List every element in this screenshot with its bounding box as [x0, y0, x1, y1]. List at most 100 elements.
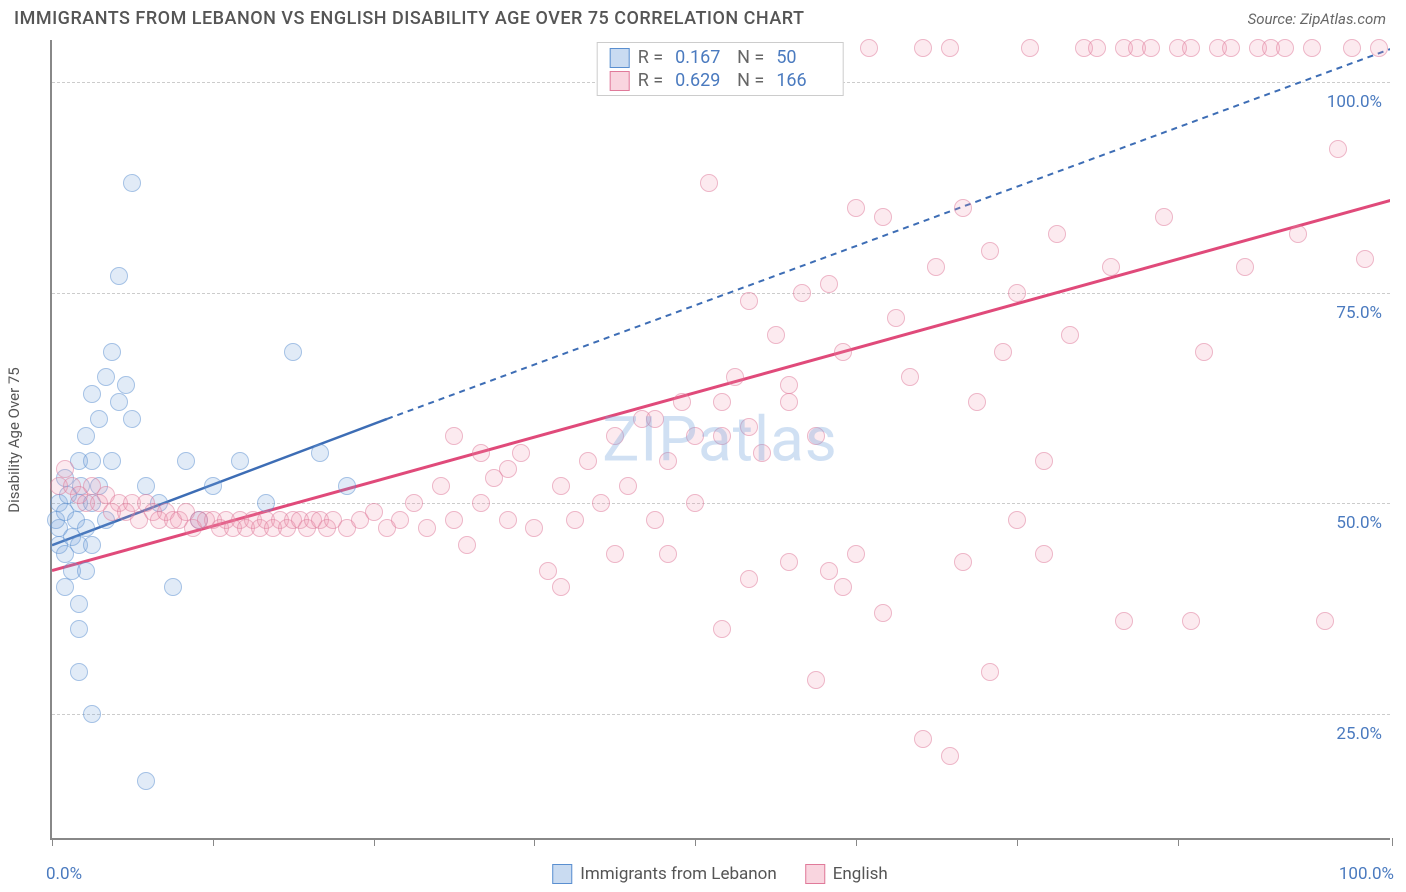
data-point-english [646, 410, 664, 428]
data-point-english [619, 477, 637, 495]
data-point-lebanon [77, 519, 95, 537]
data-point-english [606, 545, 624, 563]
data-point-english [592, 494, 610, 512]
data-point-english [780, 553, 798, 571]
data-point-english [432, 477, 450, 495]
data-point-english [954, 199, 972, 217]
data-point-english [1048, 225, 1066, 243]
data-point-english [700, 174, 718, 192]
legend-row-series-0: R = 0.167 N = 50 [610, 47, 831, 68]
data-point-english [1316, 612, 1334, 630]
correlation-legend: R = 0.167 N = 50 R = 0.629 N = 166 [597, 42, 844, 96]
data-point-english [780, 376, 798, 394]
data-point-english [820, 562, 838, 580]
legend-swatch-blue [610, 48, 630, 68]
data-point-lebanon [117, 376, 135, 394]
data-point-english [566, 511, 584, 529]
data-point-english [1035, 452, 1053, 470]
data-point-english [1035, 545, 1053, 563]
data-point-english [1008, 284, 1026, 302]
data-point-english [646, 511, 664, 529]
data-point-english [552, 477, 570, 495]
data-point-lebanon [77, 427, 95, 445]
data-point-english [1088, 39, 1106, 57]
data-point-lebanon [77, 562, 95, 580]
data-point-lebanon [257, 494, 275, 512]
data-point-english [713, 427, 731, 445]
data-point-english [807, 427, 825, 445]
data-point-lebanon [103, 452, 121, 470]
data-point-english [820, 275, 838, 293]
data-point-english [1102, 258, 1120, 276]
data-point-english [1303, 39, 1321, 57]
data-point-lebanon [103, 343, 121, 361]
data-point-english [834, 343, 852, 361]
data-point-english [740, 570, 758, 588]
data-point-english [1021, 39, 1039, 57]
x-tick [1178, 838, 1179, 846]
data-point-lebanon [70, 620, 88, 638]
x-axis-max-label: 100.0% [1339, 864, 1394, 884]
data-point-english [1276, 39, 1294, 57]
data-point-lebanon [83, 452, 101, 470]
data-point-english [874, 604, 892, 622]
data-point-lebanon [56, 578, 74, 596]
data-point-english [807, 671, 825, 689]
data-point-english [1155, 208, 1173, 226]
data-point-english [445, 511, 463, 529]
data-point-lebanon [284, 343, 302, 361]
data-point-english [499, 511, 517, 529]
gridline [52, 293, 1390, 294]
data-point-english [713, 620, 731, 638]
data-point-english [981, 242, 999, 260]
legend-swatch-blue [552, 864, 572, 884]
data-point-english [673, 393, 691, 411]
data-point-lebanon [110, 267, 128, 285]
data-point-lebanon [164, 578, 182, 596]
x-tick [695, 838, 696, 846]
data-point-english [1329, 140, 1347, 158]
legend-row-series-1: R = 0.629 N = 166 [610, 70, 831, 91]
gridline [52, 503, 1390, 504]
x-tick [213, 838, 214, 846]
data-point-english [525, 519, 543, 537]
data-point-english [981, 663, 999, 681]
data-point-english [472, 494, 490, 512]
data-point-lebanon [123, 174, 141, 192]
data-point-english [686, 427, 704, 445]
x-axis-min-label: 0.0% [46, 864, 82, 884]
data-point-english [1289, 225, 1307, 243]
data-point-english [1182, 39, 1200, 57]
data-point-english [686, 494, 704, 512]
data-point-english [512, 444, 530, 462]
data-point-english [56, 460, 74, 478]
data-point-english [458, 536, 476, 554]
x-tick [1017, 838, 1018, 846]
legend-item-english: English [805, 864, 888, 884]
chart-title: IMMIGRANTS FROM LEBANON VS ENGLISH DISAB… [14, 8, 804, 29]
data-point-lebanon [83, 385, 101, 403]
data-point-english [418, 519, 436, 537]
data-point-english [740, 418, 758, 436]
data-point-english [1195, 343, 1213, 361]
y-tick-label: 50.0% [1336, 513, 1382, 533]
data-point-lebanon [110, 393, 128, 411]
data-point-lebanon [70, 663, 88, 681]
data-point-english [941, 39, 959, 57]
data-point-english [860, 39, 878, 57]
data-point-english [539, 562, 557, 580]
data-point-lebanon [83, 536, 101, 554]
data-point-english [901, 368, 919, 386]
data-point-english [847, 199, 865, 217]
data-point-english [793, 284, 811, 302]
data-point-english [767, 326, 785, 344]
data-point-lebanon [123, 410, 141, 428]
data-point-english [391, 511, 409, 529]
data-point-lebanon [204, 477, 222, 495]
data-point-lebanon [83, 705, 101, 723]
data-point-english [914, 730, 932, 748]
data-point-english [579, 452, 597, 470]
data-point-lebanon [338, 477, 356, 495]
y-tick-label: 75.0% [1336, 303, 1382, 323]
data-point-english [552, 578, 570, 596]
